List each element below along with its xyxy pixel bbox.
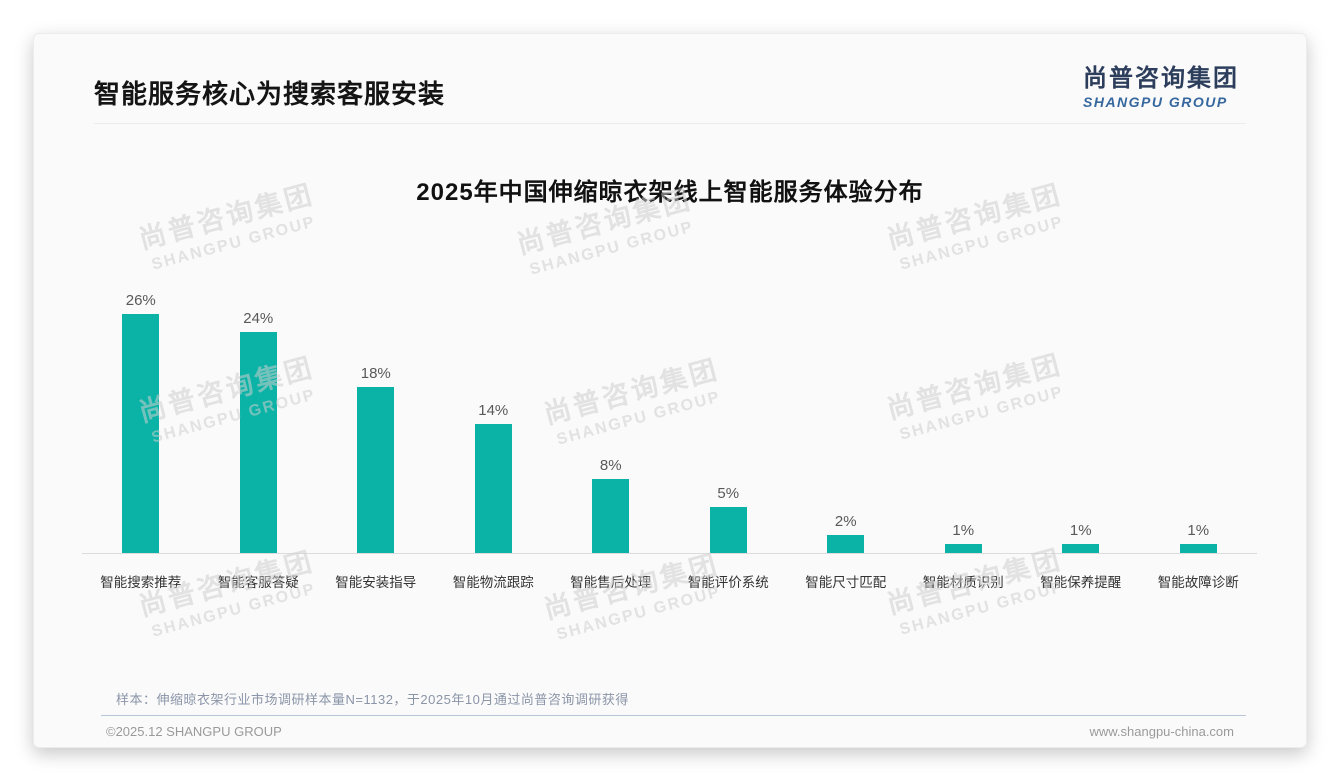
bar-value-label: 18% [360,365,391,383]
bar-group: 14% [435,286,553,553]
footer-copyright: ©2025.12 SHANGPU GROUP [106,724,282,739]
bar-value-label: 8% [599,457,622,475]
category-label: 智能尺寸匹配 [805,575,887,590]
bar-group: 1% [1022,286,1140,553]
page-title: 智能服务核心为搜索客服安装 [94,79,446,109]
bar [1179,543,1217,553]
bar-value-label: 1% [952,521,975,539]
chart-plot-area: 26% 24% 18% 14% 8% 5% 2% 1% 1% 1% [82,286,1257,554]
bar [592,479,630,553]
category-label: 智能评价系统 [687,575,769,590]
bar-group: 26% [82,286,200,553]
bar [709,507,747,553]
category-label: 智能安装指导 [335,575,417,590]
category-label: 智能材质识别 [922,575,1004,590]
category-label: 智能故障诊断 [1157,575,1239,590]
footer-divider [101,715,1246,716]
logo-text-en: SHANGPU GROUP [1083,94,1228,110]
footer-website: www.shangpu-china.com [1089,724,1234,739]
bar [474,424,512,553]
bar-group: 2% [787,286,905,553]
category-label: 智能保养提醒 [1040,575,1122,590]
bar-group: 1% [1140,286,1258,553]
bar-value-label: 14% [478,402,509,420]
bar-value-label: 26% [125,291,156,309]
bar-group: 1% [905,286,1023,553]
bar-value-label: 1% [1069,521,1092,539]
bar [944,543,982,553]
logo-text-cn: 尚普咨询集团 [1083,65,1239,92]
bar-value-label: 5% [717,485,740,502]
bar [357,387,395,553]
category-label: 智能搜索推荐 [100,575,182,590]
bar-value-label: 2% [834,512,857,530]
bar-chart: 26% 24% 18% 14% 8% 5% 2% 1% 1% 1% 智能搜索推荐 智能客服答疑 智能安… [82,286,1257,591]
category-label: 智能物流跟踪 [452,575,534,590]
report-card: 智能服务核心为搜索客服安装 尚普咨询集团 SHANGPU GROUP 2025年… [33,33,1307,748]
bar [1062,543,1100,553]
header-divider [94,123,1246,124]
bar-group: 8% [552,286,670,553]
chart-title: 2025年中国伸缩晾衣架线上智能服务体验分布 [416,179,924,206]
bar-value-label: 1% [1187,521,1210,539]
bar-value-label: 24% [243,310,274,328]
chart-category-axis: 智能搜索推荐 智能客服答疑 智能安装指导 智能物流跟踪 智能售后处理 智能评价系统 智能尺寸… [82,554,1257,591]
category-label: 智能客服答疑 [217,575,299,590]
bar [827,534,865,553]
footer: ©2025.12 SHANGPU GROUP www.shangpu-china… [106,724,1234,739]
sample-note: 样本：伸缩晾衣架行业市场调研样本量N=1132，于2025年10月通过尚普咨询调… [116,692,629,707]
company-logo: 尚普咨询集团 SHANGPU GROUP [1083,58,1239,110]
bar-group: 24% [200,286,318,553]
bar [122,313,160,553]
bar-group: 18% [317,286,435,553]
bar [239,332,277,553]
bar-group: 5% [670,286,788,553]
category-label: 智能售后处理 [570,575,652,590]
